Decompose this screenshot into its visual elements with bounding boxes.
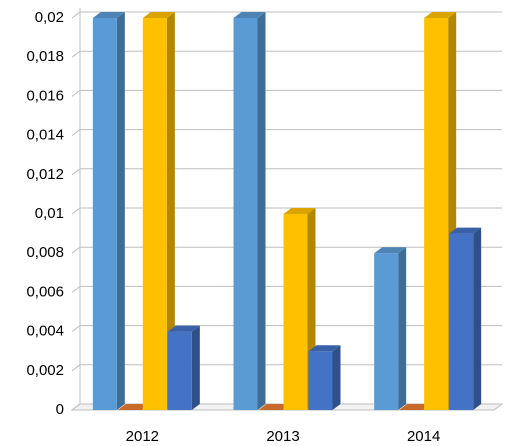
bar-face <box>332 345 341 410</box>
y-tick-label: 0,008 <box>26 244 64 261</box>
bar-face <box>308 351 333 410</box>
grid-line <box>71 403 502 411</box>
bar <box>92 12 125 410</box>
bar-face <box>283 208 316 214</box>
bar <box>117 404 150 410</box>
bar-face <box>473 227 482 410</box>
bar-face <box>374 253 399 410</box>
y-tick-label: 0,002 <box>26 362 64 379</box>
bar-face <box>449 233 474 410</box>
grid-line <box>71 89 502 97</box>
bar-face <box>424 18 449 410</box>
bar <box>399 404 432 410</box>
y-tick-label: 0,004 <box>26 323 64 340</box>
bar-face <box>398 247 407 410</box>
bar <box>258 404 291 410</box>
grid-line <box>71 246 502 254</box>
grid-line <box>71 11 502 19</box>
bar <box>308 345 341 410</box>
grid-line <box>71 129 502 137</box>
bar-face <box>142 18 167 410</box>
bar-face <box>167 331 192 410</box>
y-tick-label: 0,016 <box>26 87 64 104</box>
grid-line <box>71 207 502 215</box>
bar-face <box>166 12 175 410</box>
bar-face <box>258 404 291 410</box>
y-tick-label: 0,006 <box>26 283 64 300</box>
bar <box>233 12 266 410</box>
bar <box>374 247 407 410</box>
bar-face <box>142 12 175 18</box>
bar-face <box>308 345 341 352</box>
bar-face <box>92 12 125 18</box>
bar-face <box>233 12 266 18</box>
y-tick-label: 0,012 <box>26 166 64 183</box>
bar-face <box>257 12 266 410</box>
bar-face <box>374 247 407 254</box>
y-tick-label: 0,014 <box>26 127 64 144</box>
bar-face <box>449 227 482 234</box>
bar-face <box>167 325 200 332</box>
bar-face <box>283 214 308 410</box>
bar-face <box>233 18 258 410</box>
bar-face <box>117 404 150 410</box>
y-tick-label: 0 <box>56 401 64 418</box>
x-tick-label: 2014 <box>407 428 440 445</box>
bar-face <box>424 12 457 18</box>
bar-face <box>399 404 432 410</box>
grid-line <box>71 168 502 176</box>
grid-line <box>71 285 502 293</box>
grid-line <box>71 364 502 372</box>
bar <box>142 12 175 410</box>
bar <box>449 227 482 410</box>
x-tick-label: 2013 <box>266 428 299 445</box>
bar <box>424 12 457 410</box>
grid-line <box>71 50 502 58</box>
bar-face <box>92 18 117 410</box>
x-tick-label: 2012 <box>126 428 159 445</box>
bar <box>167 325 200 410</box>
bar-face <box>191 325 200 410</box>
y-tick-label: 0,02 <box>35 9 64 26</box>
y-tick-label: 0,01 <box>35 205 64 222</box>
bar-face <box>116 12 125 410</box>
grid-line <box>71 325 502 333</box>
y-tick-label: 0,018 <box>26 48 64 65</box>
